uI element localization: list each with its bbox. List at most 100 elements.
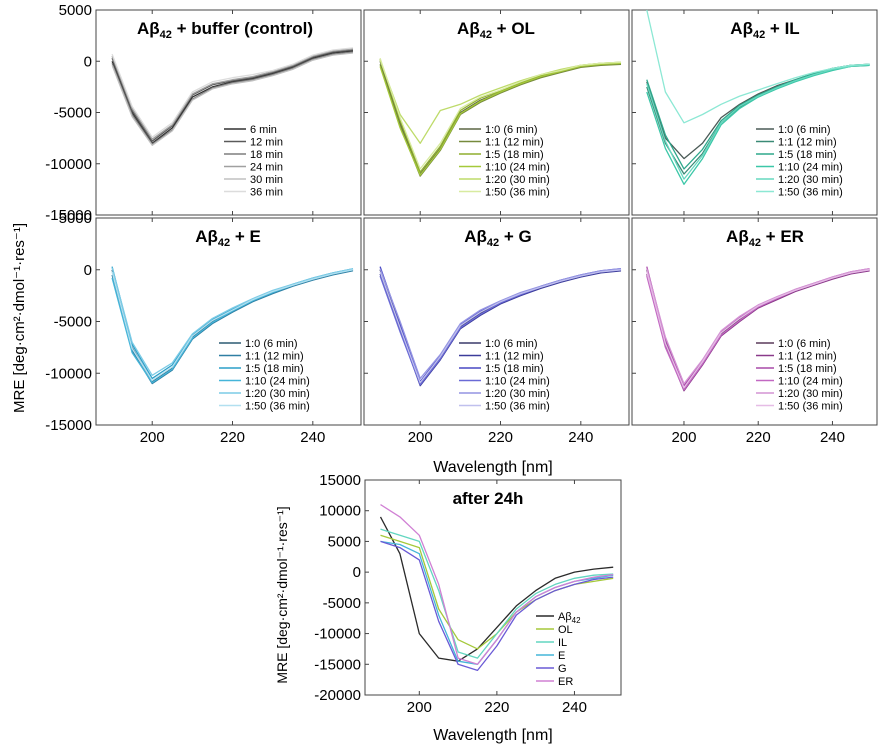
legend-label: 1:20 (30 min) bbox=[245, 388, 310, 400]
y-tick-label: 0 bbox=[353, 564, 361, 581]
legend-label: ER bbox=[558, 676, 573, 688]
panel-p3: Aβ42 + IL 1:0 (6 min)1:1 (12 min)1:5 (18 … bbox=[631, 9, 878, 216]
legend-label: 30 min bbox=[250, 174, 283, 186]
legend-label: 18 min bbox=[250, 149, 283, 161]
series-line-6 bbox=[111, 47, 354, 138]
y-tick-label: 15000 bbox=[319, 472, 361, 489]
legend-label: IL bbox=[558, 637, 567, 649]
x-tick-label: 240 bbox=[300, 429, 325, 446]
series-line-2 bbox=[379, 63, 622, 177]
legend-label: 6 min bbox=[250, 124, 277, 136]
panel-p1: 5000 0 -5000 -10000 -15000 Aβ42 + buffer (con… bbox=[45, 2, 362, 224]
legend-label: 1:0 (6 min) bbox=[485, 338, 538, 350]
series-line-5 bbox=[379, 268, 622, 380]
y-tick-label: 10000 bbox=[319, 503, 361, 520]
panel-p6: 200 220 240 Aβ42 + ER 1:0 (6 min)1:1 (12 min… bbox=[631, 217, 878, 446]
x-tick-label: 240 bbox=[568, 429, 593, 446]
legend-label: 1:0 (6 min) bbox=[245, 338, 298, 350]
legend-label: 1:5 (18 min) bbox=[485, 149, 544, 161]
series-line-5 bbox=[646, 268, 870, 385]
x-tick-label: 220 bbox=[220, 429, 245, 446]
series-line-2 bbox=[111, 270, 354, 385]
legend-label: 1:0 (6 min) bbox=[778, 338, 831, 350]
y-tick-label: -5000 bbox=[54, 105, 92, 122]
panel-p4: 200 220 240 5000 0 -5000 -10000 -15000 Aβ42 + E 1… bbox=[45, 210, 362, 446]
legend-label: 1:20 (30 min) bbox=[485, 174, 550, 186]
legend-label: 1:20 (30 min) bbox=[778, 388, 843, 400]
legend-label: 1:1 (12 min) bbox=[778, 137, 837, 149]
panel-p5: 200 220 240 Aβ42 + G 1:0 (6 min)1:1 (12 min)… bbox=[363, 217, 630, 446]
legend-label: 1:10 (24 min) bbox=[245, 376, 310, 388]
legend-label: 1:5 (18 min) bbox=[778, 149, 837, 161]
y-tick-label: -5000 bbox=[54, 314, 92, 331]
legend-label: 1:0 (6 min) bbox=[778, 124, 831, 136]
y-tick-label: -10000 bbox=[314, 626, 361, 643]
legend-label: G bbox=[558, 663, 567, 675]
legend-label: 36 min bbox=[250, 187, 283, 199]
panel-p2: Aβ42 + OL 1:0 (6 min)1:1 (12 min)1:5 (18 … bbox=[363, 9, 630, 216]
legend-label: 1:50 (36 min) bbox=[245, 401, 310, 413]
series-line-1 bbox=[111, 269, 354, 383]
x-tick-label: 200 bbox=[407, 699, 432, 716]
series-line-4 bbox=[111, 48, 354, 140]
legend-label: 1:10 (24 min) bbox=[485, 162, 550, 174]
series-line-3 bbox=[380, 528, 614, 659]
x-tick-label: 220 bbox=[484, 699, 509, 716]
panel-title: after 24h bbox=[453, 489, 524, 508]
legend-label: 1:5 (18 min) bbox=[245, 363, 304, 375]
legend-label: 1:1 (12 min) bbox=[245, 351, 304, 363]
panel-title: Aβ42 + buffer (control) bbox=[137, 19, 313, 41]
legend-label: 1:50 (36 min) bbox=[485, 187, 550, 199]
plot-frame bbox=[364, 479, 622, 696]
series-line-6 bbox=[379, 269, 622, 384]
x-tick-label: 240 bbox=[562, 699, 587, 716]
y-tick-label: -20000 bbox=[314, 687, 361, 704]
x-axis-label-main: Wavelength [nm] bbox=[433, 459, 552, 476]
series-line-5 bbox=[111, 52, 354, 146]
legend-label: 1:0 (6 min) bbox=[485, 124, 538, 136]
y-tick-label: -15000 bbox=[45, 417, 92, 434]
plot-frame bbox=[95, 217, 362, 426]
series-line-4 bbox=[111, 269, 354, 384]
x-tick-label: 220 bbox=[746, 429, 771, 446]
legend-label: 12 min bbox=[250, 137, 283, 149]
series-line-6 bbox=[646, 269, 870, 389]
y-tick-label: 5000 bbox=[59, 210, 92, 227]
legend-label: 1:20 (30 min) bbox=[778, 174, 843, 186]
x-axis-label-bottom: Wavelength [nm] bbox=[433, 727, 552, 744]
panel-title: Aβ42 + E bbox=[195, 227, 261, 249]
x-tick-label: 200 bbox=[140, 429, 165, 446]
legend-label: 1:1 (12 min) bbox=[485, 137, 544, 149]
series-line-6 bbox=[379, 57, 622, 170]
legend-label: 1:1 (12 min) bbox=[485, 351, 544, 363]
x-tick-label: 240 bbox=[820, 429, 845, 446]
y-tick-label: -10000 bbox=[45, 365, 92, 382]
legend-label: 1:50 (36 min) bbox=[485, 401, 550, 413]
panel-p7: 200 220 240 15000 10000 5000 0 -5000 -10000 -1500… bbox=[314, 472, 622, 716]
panel-title: Aβ42 + IL bbox=[730, 19, 799, 41]
legend-label: 1:10 (24 min) bbox=[485, 376, 550, 388]
legend-label: 1:5 (18 min) bbox=[778, 363, 837, 375]
series-line-6 bbox=[646, 9, 870, 124]
y-tick-label: -10000 bbox=[45, 156, 92, 173]
x-tick-label: 200 bbox=[408, 429, 433, 446]
legend-label: 1:10 (24 min) bbox=[778, 376, 843, 388]
legend-label: Aβ42 bbox=[558, 611, 581, 625]
legend-label: 1:20 (30 min) bbox=[485, 388, 550, 400]
series-line-6 bbox=[111, 269, 354, 382]
series-line-5 bbox=[380, 540, 614, 672]
legend-label: 1:50 (36 min) bbox=[778, 187, 843, 199]
series-line-5 bbox=[111, 267, 354, 376]
series-line-2 bbox=[646, 270, 870, 392]
series-line-6 bbox=[380, 504, 614, 665]
y-tick-label: -15000 bbox=[45, 207, 92, 224]
legend-label: E bbox=[558, 650, 565, 662]
legend-label: 24 min bbox=[250, 162, 283, 174]
x-tick-label: 200 bbox=[671, 429, 696, 446]
series-line-4 bbox=[379, 62, 622, 176]
legend-label: 1:5 (18 min) bbox=[485, 363, 544, 375]
legend-label: 1:1 (12 min) bbox=[778, 351, 837, 363]
y-tick-label: 5000 bbox=[328, 533, 361, 550]
y-tick-label: -15000 bbox=[314, 656, 361, 673]
